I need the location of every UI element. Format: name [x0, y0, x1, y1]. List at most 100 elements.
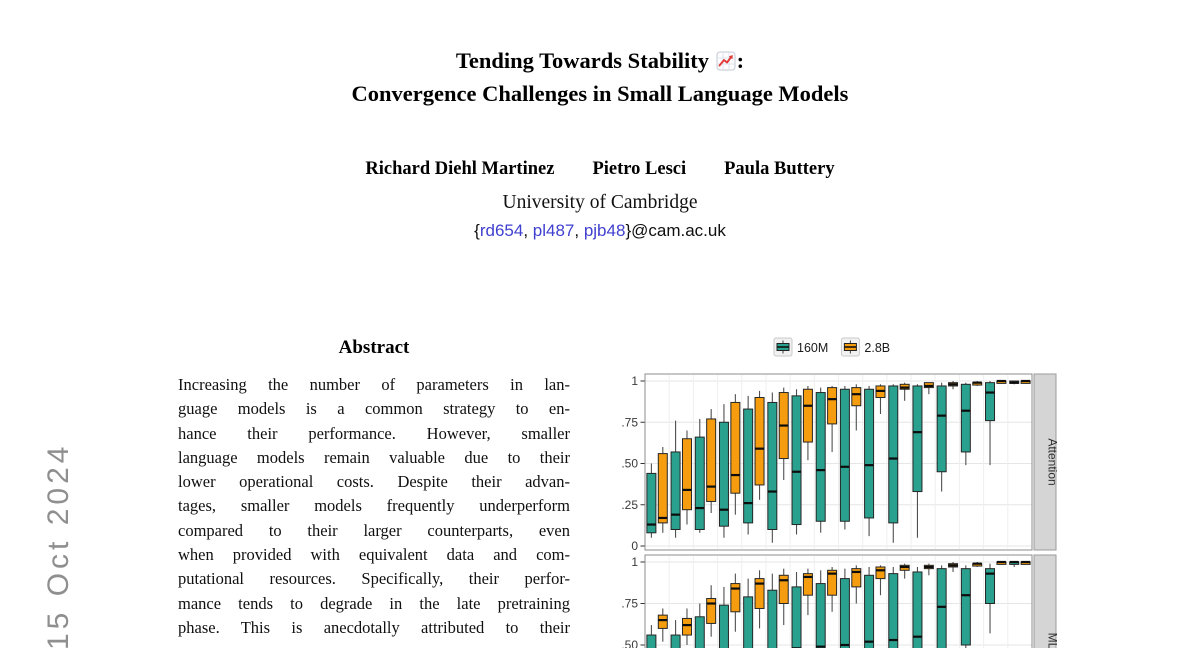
abstract-line: when provided with equivalent data and c… — [178, 545, 570, 565]
boxplot-2.8B-group-12 — [923, 563, 934, 576]
boxplot-160M-group-4 — [718, 404, 729, 538]
boxplot-2.8B-group-13 — [948, 562, 959, 572]
abstract-text: Increasing the number of parameters in l… — [178, 373, 570, 640]
title-text-1: Tending Towards Stability — [455, 48, 709, 73]
boxplot-160M-group-5 — [743, 578, 754, 648]
box — [802, 573, 813, 596]
boxplot-160M-group-9 — [839, 385, 850, 530]
boxplot-2.8B-group-9 — [851, 565, 862, 604]
boxplot-160M-group-14 — [960, 382, 971, 466]
boxplot-2.8B-group-10 — [875, 565, 886, 596]
box — [646, 472, 657, 534]
box — [670, 451, 681, 530]
boxplot-2.8B-group-14 — [972, 562, 983, 567]
box — [730, 401, 741, 494]
box — [767, 401, 778, 530]
y-tick-label: .50 — [621, 638, 638, 648]
email-line: {rd654, pl487, pjb48}@cam.ac.uk — [0, 221, 1200, 241]
abstract-line: phase. This is anecdotally attributed to… — [178, 617, 570, 637]
box — [851, 568, 862, 588]
boxplot-160M-group-16 — [1009, 380, 1020, 385]
y-tick-label: .25 — [621, 498, 638, 512]
boxplot-2.8B-group-10 — [875, 384, 886, 414]
box — [730, 583, 741, 613]
boxplot-160M-group-13 — [936, 565, 947, 648]
box — [681, 438, 692, 511]
boxplot-160M-group-10 — [864, 566, 875, 648]
y-tick-label: .75 — [621, 597, 638, 611]
box — [875, 566, 886, 580]
box — [694, 436, 705, 530]
y-tick-label: 1 — [631, 555, 638, 569]
boxplot-2.8B-group-14 — [972, 381, 983, 386]
boxplot-2.8B-group-4 — [730, 573, 741, 632]
email-link-pl487[interactable]: pl487 — [532, 221, 575, 240]
boxplot-2.8B-group-9 — [851, 384, 862, 431]
legend-label: 2.8B — [864, 341, 890, 355]
boxplot-2.8B-group-8 — [827, 566, 838, 612]
boxplot-2.8B-group-15 — [996, 379, 1007, 384]
author-name: Pietro Lesci — [592, 159, 687, 179]
box — [754, 397, 765, 486]
box — [791, 586, 802, 648]
panel-strip — [1033, 373, 1057, 551]
boxplot-2.8B-group-4 — [730, 394, 741, 515]
box — [646, 634, 657, 648]
boxplot-svg: 160M 2.8B 1 .75 .50 .25 0 Attention 1 .75 .50 MLP — [621, 337, 1060, 648]
panel-strip — [1033, 554, 1057, 648]
boxplot-2.8B-group-11 — [899, 382, 910, 401]
author-name: Paula Buttery — [724, 159, 835, 179]
panel-border — [644, 554, 1033, 648]
panel-mlp: 1 .75 .50 MLP — [621, 554, 1060, 648]
abstract-line: guage models is a common strategy to en- — [178, 399, 570, 419]
box — [851, 387, 862, 407]
boxplot-2.8B-group-1 — [657, 608, 668, 642]
author-list: Richard Diehl Martinez Pietro Lesci Paul… — [0, 159, 1200, 180]
boxplot-2.8B-group-12 — [923, 382, 934, 395]
box — [743, 596, 754, 648]
y-tick-label: 1 — [631, 374, 638, 388]
boxplot-2.8B-group-7 — [802, 385, 813, 461]
box — [839, 388, 850, 522]
box — [767, 589, 778, 648]
boxplot-160M-group-8 — [815, 387, 826, 533]
title-line-1: Tending Towards Stability : — [0, 44, 1200, 77]
box — [864, 388, 875, 519]
boxplot-160M-group-4 — [718, 586, 729, 648]
trend-up-chart-icon — [716, 47, 736, 71]
legend-item: 2.8B — [840, 337, 890, 357]
abstract-line: hance their performance. However, smalle… — [178, 423, 570, 443]
boxplot-160M-group-8 — [815, 570, 826, 648]
boxplot-2.8B-group-13 — [948, 381, 959, 390]
box — [743, 408, 754, 524]
figure-boxplots: 160M 2.8B 1 .75 .50 .25 0 Attention 1 .75 .50 MLP — [610, 330, 1080, 648]
box — [839, 578, 850, 648]
email-link-rd654[interactable]: rd654 — [479, 221, 524, 240]
email-link-pjb48[interactable]: pjb48 — [583, 221, 626, 240]
boxplot-2.8B-group-15 — [996, 560, 1007, 565]
boxplot-2.8B-group-11 — [899, 563, 910, 579]
box — [912, 571, 923, 648]
boxplot-2.8B-group-6 — [778, 568, 789, 626]
y-tick-label: 0 — [631, 539, 638, 553]
boxplot-160M-group-3 — [694, 418, 705, 533]
boxplot-160M-group-15 — [985, 563, 996, 634]
box — [706, 598, 717, 624]
abstract-line: putational resources. Specifically, thei… — [178, 569, 570, 589]
boxplot-160M-group-1 — [646, 625, 657, 648]
box — [718, 604, 729, 648]
abstract-heading: Abstract — [338, 337, 410, 358]
boxplot-160M-group-3 — [694, 603, 705, 648]
box — [888, 385, 899, 524]
abstract-line: Increasing the number of parameters in l… — [178, 375, 570, 394]
boxplot-2.8B-group-3 — [706, 585, 717, 637]
boxplot-2.8B-group-16 — [1020, 560, 1031, 565]
boxplot-160M-group-13 — [936, 382, 947, 492]
boxplot-2.8B-group-7 — [802, 568, 813, 616]
boxplot-160M-group-2 — [670, 620, 681, 648]
y-tick-label: .75 — [621, 415, 638, 429]
box — [936, 385, 947, 473]
box — [827, 569, 838, 596]
boxplot-160M-group-12 — [912, 384, 923, 538]
